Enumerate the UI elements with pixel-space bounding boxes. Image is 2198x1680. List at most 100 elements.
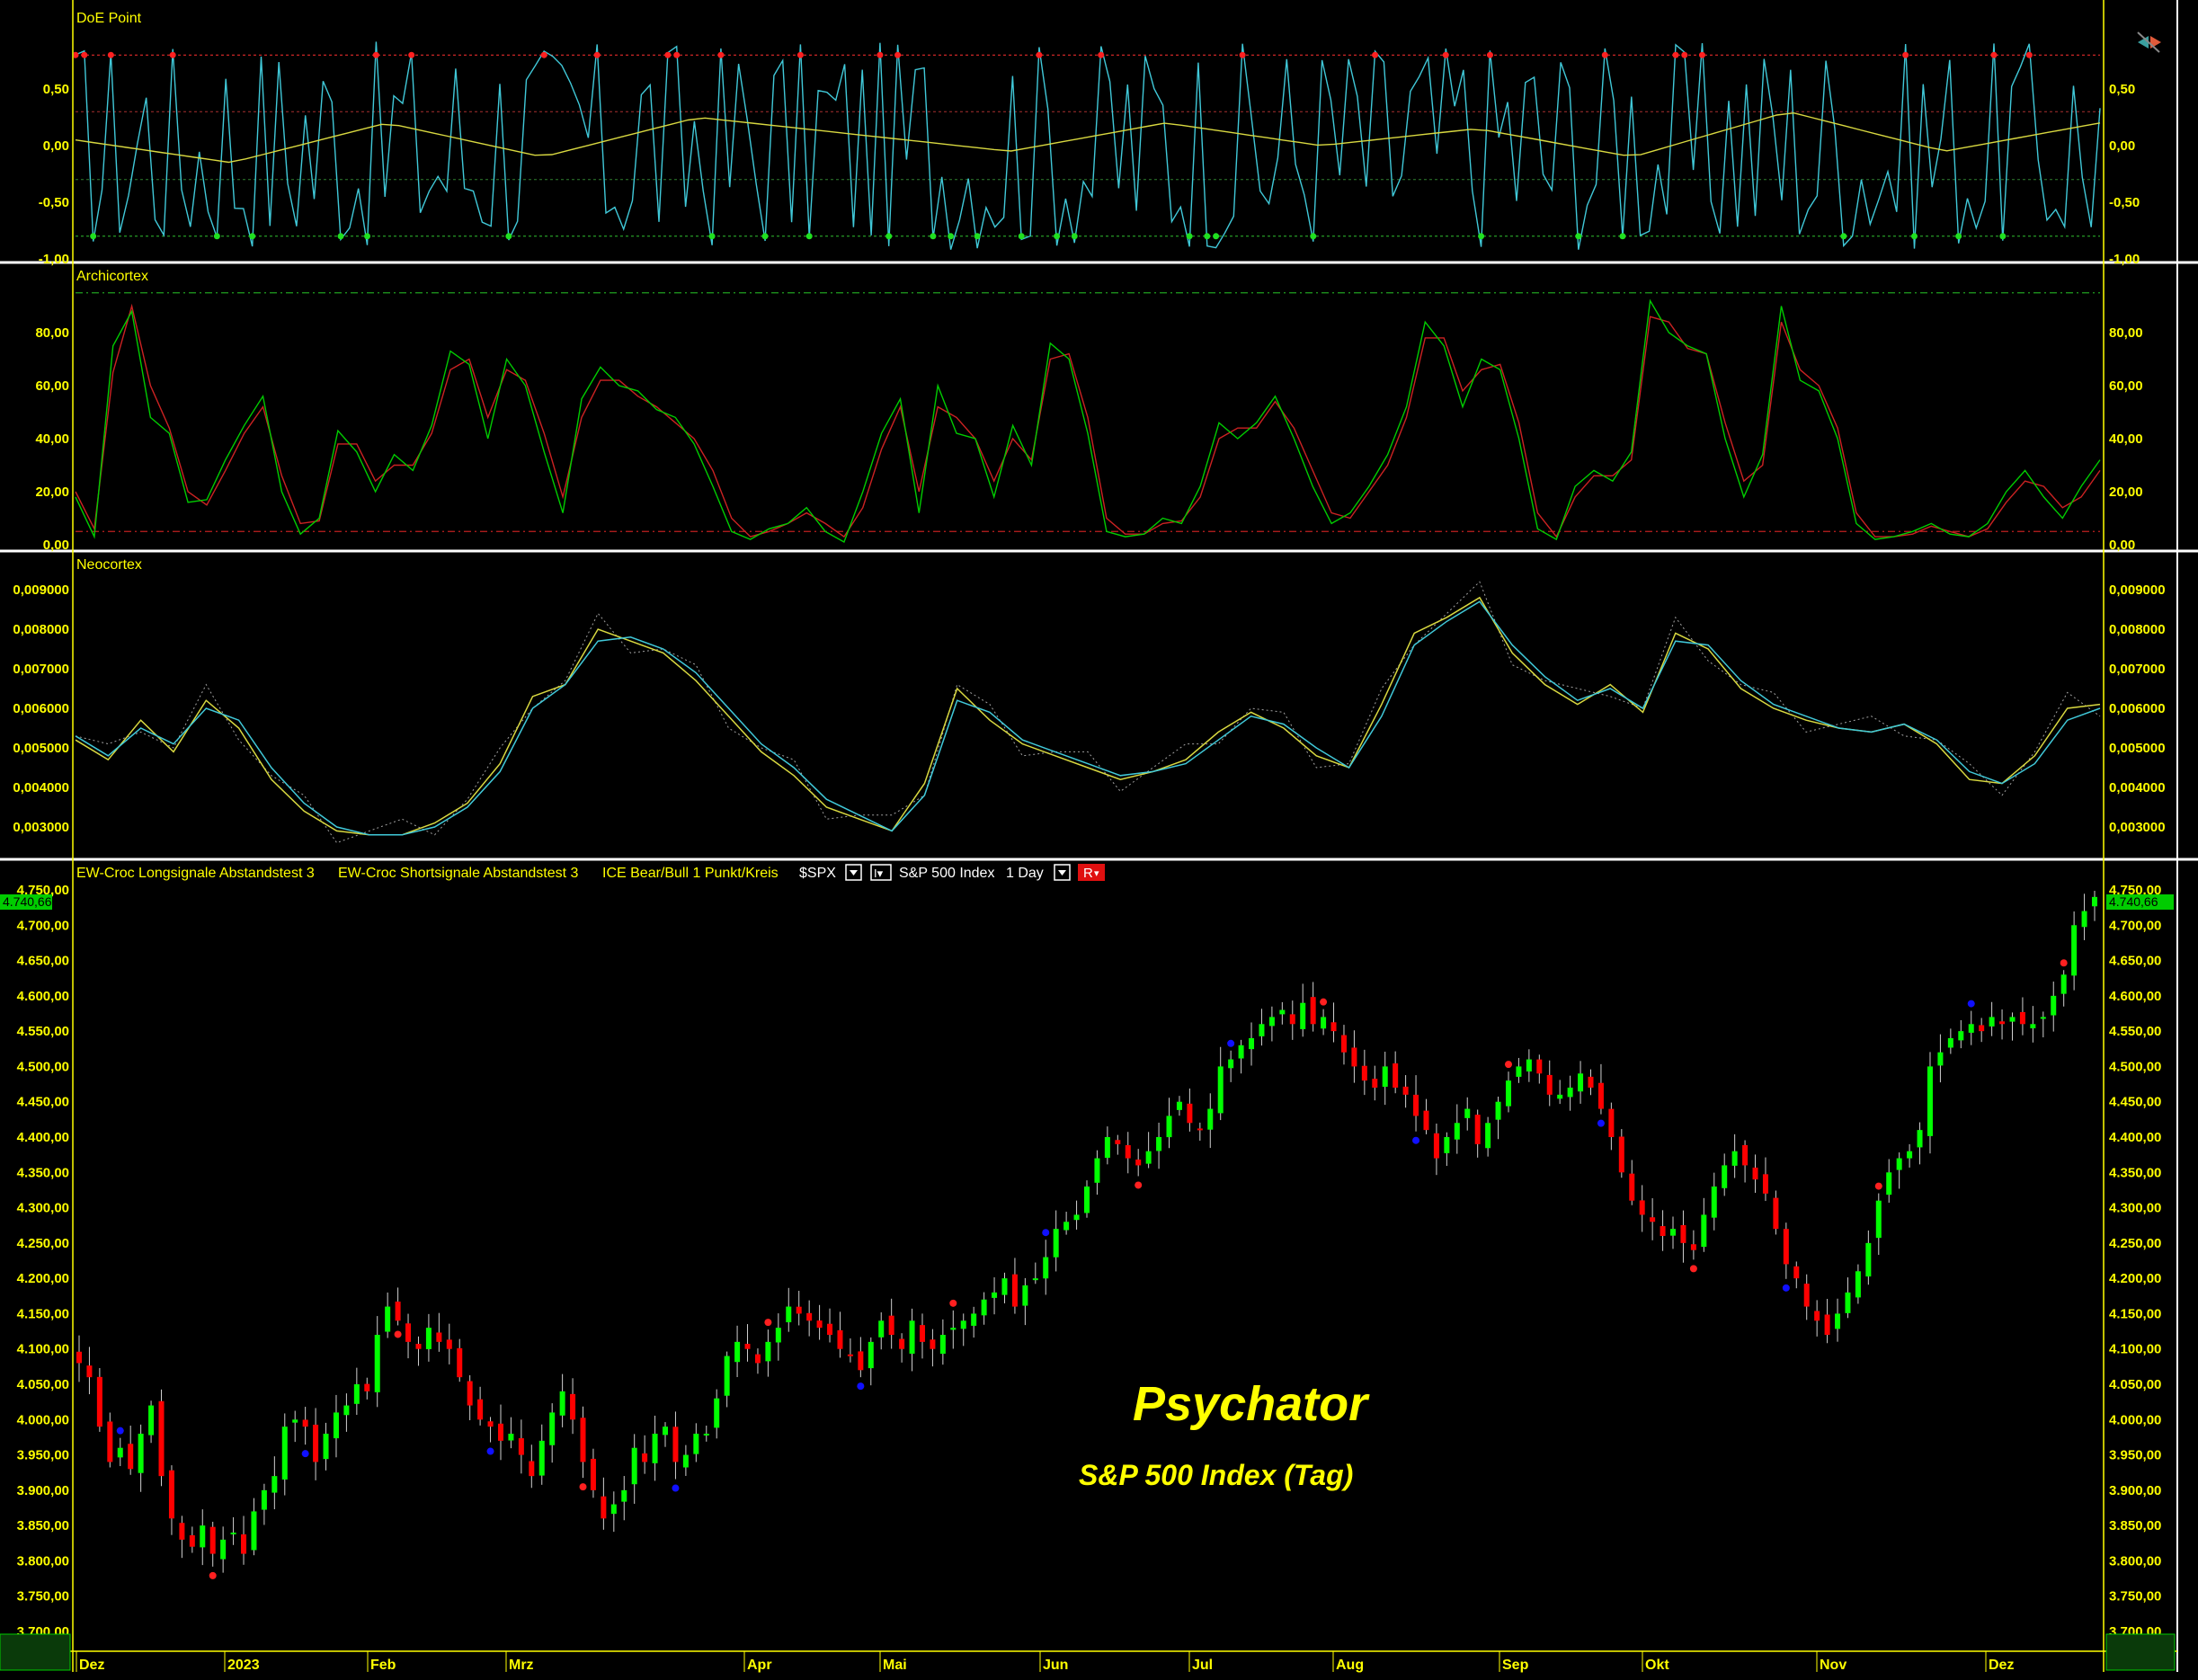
candle-body — [1279, 1009, 1286, 1015]
candle-body — [271, 1476, 278, 1493]
symbol-label[interactable]: $SPX — [799, 866, 836, 881]
last-price-right: 4.740,66 — [2109, 894, 2158, 909]
candle-body — [1115, 1140, 1121, 1144]
candle-body — [1022, 1285, 1028, 1306]
candle-body — [1156, 1137, 1162, 1151]
legend-short-signals[interactable]: EW-Croc Shortsignale Abstandstest 3 — [338, 866, 578, 881]
candle-body — [446, 1339, 452, 1349]
doe-signal-dot — [717, 51, 725, 58]
candle-body — [200, 1525, 206, 1548]
candle-body — [1958, 1031, 1964, 1041]
candle-body — [353, 1384, 360, 1404]
candle-body — [2030, 1024, 2036, 1028]
candle-body — [590, 1458, 596, 1490]
candle-body — [1814, 1311, 1820, 1321]
legend-long-signals[interactable]: EW-Croc Longsignale Abstandstest 3 — [76, 866, 315, 881]
candle-body — [508, 1434, 514, 1441]
candle-body — [251, 1511, 257, 1551]
candle-body — [538, 1440, 545, 1476]
candle-body — [1835, 1313, 1841, 1329]
candle-body — [610, 1504, 617, 1515]
price-y-tick-left: 3.750,00 — [17, 1589, 69, 1604]
chevron-down-icon — [1058, 870, 1066, 876]
price-y-tick-right: 3.800,00 — [2109, 1553, 2161, 1569]
signal-marker — [672, 1484, 680, 1492]
candle-body — [930, 1339, 936, 1349]
candle-body — [1228, 1059, 1234, 1069]
price-y-tick-left: 4.350,00 — [17, 1165, 69, 1180]
candle-body — [1011, 1274, 1018, 1307]
doe-signal-dot — [1672, 51, 1679, 58]
candle-body — [1855, 1271, 1861, 1298]
price-y-tick-right: 4.600,00 — [2109, 989, 2161, 1004]
neocortex-y-tick-right: 0,008000 — [2109, 622, 2166, 637]
x-axis-month-label: Feb — [370, 1658, 396, 1673]
candle-body — [1217, 1066, 1224, 1114]
interval-mode-button[interactable]: I▾ — [870, 864, 892, 881]
symbol-dropdown-button[interactable] — [845, 864, 862, 881]
doe-signal-dot — [796, 51, 804, 58]
candle-body — [847, 1354, 853, 1356]
candle-body — [1505, 1080, 1511, 1107]
doe-signal-dot — [805, 233, 813, 240]
doe-oscillator-line — [75, 41, 2101, 250]
doe-signal-dot — [877, 51, 884, 58]
candle-body — [2040, 1017, 2046, 1019]
candle-body — [1629, 1173, 1635, 1201]
doe-signal-dot — [408, 51, 415, 58]
candle-body — [1321, 1017, 1327, 1029]
candle-body — [1875, 1200, 1882, 1239]
signal-marker — [486, 1447, 494, 1455]
signal-marker — [949, 1299, 957, 1307]
scroll-arrows-icon[interactable] — [2137, 31, 2161, 53]
archicortex-y-tick-right: 20,00 — [2109, 484, 2143, 500]
price-y-tick-left: 4.500,00 — [17, 1059, 69, 1074]
price-y-tick-left: 4.250,00 — [17, 1236, 69, 1251]
price-y-tick-right: 4.250,00 — [2109, 1236, 2161, 1251]
signal-marker — [209, 1571, 217, 1579]
doe-signal-dot — [1681, 51, 1688, 58]
doe-y-tick-right: 0,00 — [2109, 138, 2135, 154]
candle-body — [1413, 1094, 1419, 1116]
candle-body — [1670, 1229, 1677, 1236]
candle-body — [816, 1320, 823, 1329]
doe-y-tick-right: -1,00 — [2109, 252, 2140, 267]
candle-body — [631, 1447, 637, 1485]
candle-body — [950, 1328, 957, 1330]
candle-body — [1947, 1038, 1953, 1048]
candle-body — [436, 1332, 442, 1342]
price-y-tick-right: 4.200,00 — [2109, 1271, 2161, 1286]
candle-body — [754, 1354, 761, 1364]
legend-ice-bear-bull[interactable]: ICE Bear/Bull 1 Punkt/Kreis — [602, 866, 779, 881]
x-axis-month-label: Dez — [1989, 1658, 2014, 1673]
candle-body — [1063, 1222, 1070, 1231]
interval-dropdown-button[interactable] — [1054, 864, 1071, 881]
doe-signal-dot — [1018, 233, 1025, 240]
candle-body — [148, 1405, 155, 1436]
doe-signal-dot — [372, 51, 379, 58]
doe-signal-dot — [1071, 233, 1078, 240]
doe-smooth-line — [75, 111, 2101, 164]
signal-marker — [1874, 1182, 1882, 1190]
signal-marker — [1135, 1181, 1143, 1189]
archicortex-green-line — [75, 298, 2101, 544]
doe-signal-dot — [249, 233, 256, 240]
candle-body — [261, 1489, 267, 1510]
candle-body — [1166, 1116, 1172, 1138]
archicortex-panel — [75, 292, 2101, 544]
candle-body — [621, 1489, 627, 1502]
candle-body — [786, 1306, 792, 1323]
doe-signal-dot — [1186, 233, 1193, 240]
interval-label[interactable]: 1 Day — [1006, 866, 1044, 881]
candle-body — [1650, 1217, 1656, 1222]
neocortex-y-tick-left: 0,008000 — [13, 622, 69, 637]
r-button[interactable]: R ▾ — [1078, 864, 1105, 881]
last-price-left: 4.740,66 — [3, 894, 52, 909]
candle-body — [1433, 1133, 1439, 1159]
candle-body — [796, 1306, 802, 1314]
candle-body — [1536, 1059, 1543, 1074]
candle-body — [858, 1351, 864, 1371]
candle-body — [1979, 1025, 1985, 1032]
signal-marker — [1227, 1039, 1235, 1047]
candle-body — [158, 1400, 165, 1477]
